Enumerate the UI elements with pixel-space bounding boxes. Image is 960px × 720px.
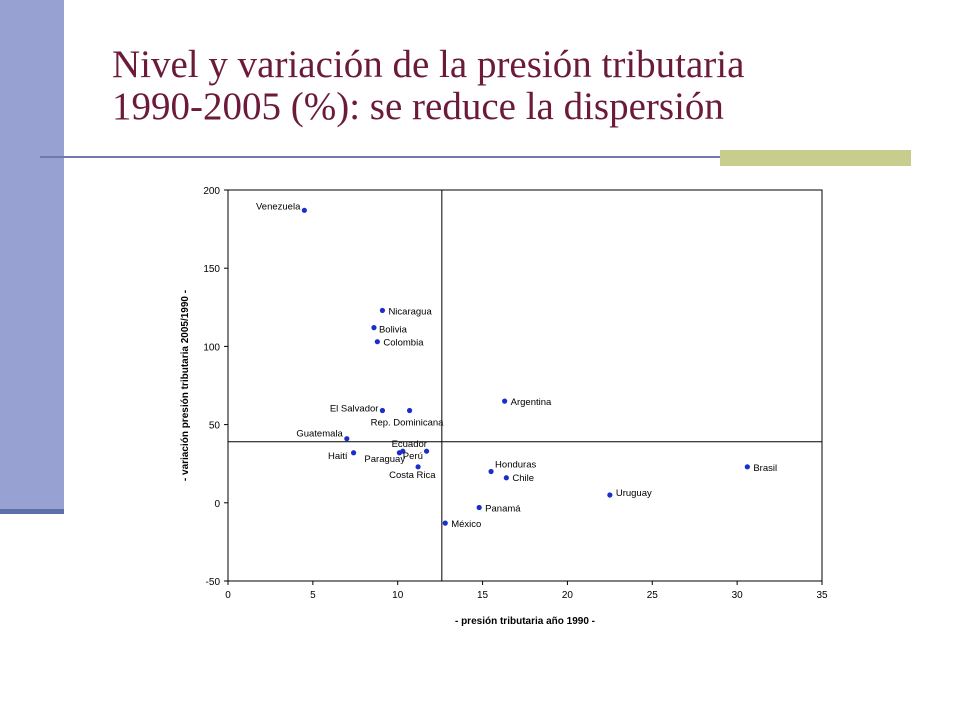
y-tick-label: -50 xyxy=(206,577,221,588)
x-tick-label: 30 xyxy=(732,590,744,601)
data-point-label: Brasil xyxy=(753,463,777,474)
x-tick-label: 20 xyxy=(562,590,574,601)
data-point xyxy=(406,407,413,414)
x-tick-label: 5 xyxy=(310,590,316,601)
x-tick-label: 25 xyxy=(647,590,659,601)
data-point-label: Costa Rica xyxy=(389,470,436,481)
data-point-label: Guatemala xyxy=(296,429,343,440)
y-tick-label: 100 xyxy=(203,342,220,353)
data-point-label: Perú xyxy=(403,451,423,462)
y-tick-label: 150 xyxy=(203,264,220,275)
y-tick-label: 200 xyxy=(203,186,220,197)
data-point xyxy=(400,448,406,454)
left-accent-bar-shadow xyxy=(0,509,64,514)
x-axis-title: - presión tributaria año 1990 - xyxy=(455,616,595,627)
data-point-label: El Salvador xyxy=(330,404,379,415)
data-point-label: México xyxy=(451,519,481,530)
x-tick-label: 35 xyxy=(816,590,828,601)
data-point-label: Honduras xyxy=(495,460,536,471)
data-point-label: Panamá xyxy=(485,503,521,514)
data-point xyxy=(488,468,494,475)
data-point xyxy=(379,407,386,414)
y-axis-title: - variación presión tributaria 2005/1990… xyxy=(180,290,191,481)
data-point xyxy=(371,325,377,331)
x-tick-label: 10 xyxy=(392,590,404,601)
data-point-label: Colombia xyxy=(383,338,424,349)
data-point xyxy=(744,464,750,470)
x-tick-label: 15 xyxy=(477,590,489,601)
data-point xyxy=(476,504,482,511)
data-point-label: Ecuador xyxy=(392,439,427,450)
y-tick-label: 50 xyxy=(209,421,221,432)
plot-frame xyxy=(227,189,823,582)
data-point xyxy=(503,475,509,481)
data-point xyxy=(442,520,448,526)
title-divider-accent xyxy=(720,150,911,166)
left-accent-bar xyxy=(0,0,64,512)
data-point xyxy=(379,307,386,314)
title-divider-line xyxy=(40,156,910,158)
data-point-label: Venezuela xyxy=(256,201,301,212)
data-point-label: Bolivia xyxy=(379,325,408,336)
slide-title-line-1: Nivel y variación de la presión tributar… xyxy=(112,43,745,86)
slide-title-line-2: 1990-2005 (%): se reduce la dispersión xyxy=(112,85,724,128)
y-tick-label: 0 xyxy=(214,499,220,510)
slide-title: Nivel y variación de la presión tributar… xyxy=(112,44,932,128)
data-point-label: Argentina xyxy=(511,397,552,408)
data-point xyxy=(423,448,430,454)
x-tick-label: 0 xyxy=(225,590,231,601)
data-point-label: Nicaragua xyxy=(388,306,432,317)
data-point xyxy=(415,464,421,470)
data-point xyxy=(502,398,508,404)
data-point xyxy=(301,207,307,213)
data-point-label: Rep. Dominicana xyxy=(371,418,445,429)
data-point-label: Haití xyxy=(328,451,348,462)
data-point xyxy=(607,492,613,498)
data-point-label: Uruguay xyxy=(616,488,652,499)
scatter-chart: 0 5 10 15 20 25 30 35 -50 0 50 100 150 200 - presión t… xyxy=(180,186,828,627)
data-point xyxy=(350,450,357,456)
data-point-label: Paraguay xyxy=(364,454,405,465)
data-point-label: Chile xyxy=(512,473,534,484)
data-point xyxy=(374,339,380,345)
data-point xyxy=(344,436,350,442)
